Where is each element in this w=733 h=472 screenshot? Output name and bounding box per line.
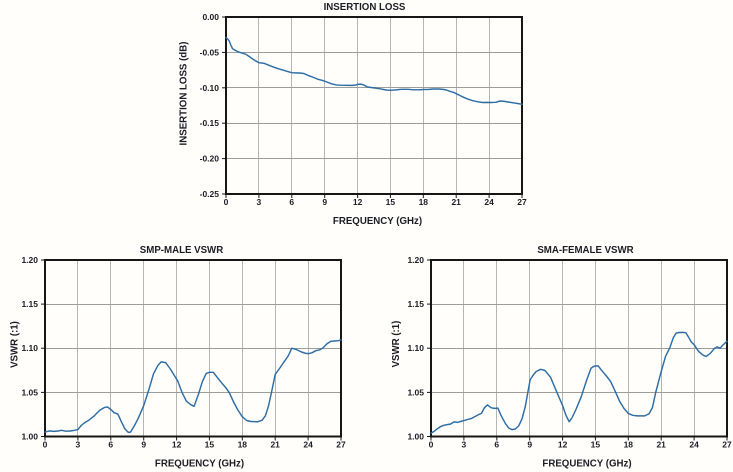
svg-text:12: 12 [172,440,182,450]
svg-text:24: 24 [484,197,494,207]
svg-text:INSERTION LOSS (dB): INSERTION LOSS (dB) [179,42,190,146]
svg-text:9: 9 [527,440,532,450]
svg-text:VSWR (:1): VSWR (:1) [391,321,402,368]
svg-text:12: 12 [353,197,363,207]
svg-text:1.15: 1.15 [21,299,38,309]
svg-text:SMP-MALE VSWR: SMP-MALE VSWR [140,245,223,256]
svg-text:6: 6 [289,197,294,207]
svg-text:21: 21 [451,197,461,207]
svg-text:INSERTION LOSS: INSERTION LOSS [324,2,406,13]
svg-text:27: 27 [722,440,732,450]
svg-text:21: 21 [656,440,666,450]
svg-text:1.00: 1.00 [21,432,38,442]
svg-text:27: 27 [336,440,346,450]
svg-text:27: 27 [517,197,527,207]
svg-text:1.05: 1.05 [21,387,38,397]
svg-text:21: 21 [270,440,280,450]
svg-text:FREQUENCY (GHz): FREQUENCY (GHz) [333,216,422,227]
svg-text:24: 24 [303,440,313,450]
svg-text:-0.25: -0.25 [200,189,220,199]
svg-text:-0.20: -0.20 [200,154,220,164]
svg-text:9: 9 [322,197,327,207]
svg-text:VSWR (:1): VSWR (:1) [10,321,21,368]
svg-text:0.00: 0.00 [202,12,219,22]
svg-text:6: 6 [494,440,499,450]
svg-text:18: 18 [419,197,429,207]
svg-text:3: 3 [76,440,81,450]
svg-text:1.10: 1.10 [407,343,424,353]
svg-text:18: 18 [624,440,634,450]
svg-text:3: 3 [462,440,467,450]
svg-text:15: 15 [205,440,215,450]
svg-text:1.20: 1.20 [407,255,424,265]
svg-text:6: 6 [108,440,113,450]
svg-text:1.20: 1.20 [21,255,38,265]
svg-text:24: 24 [689,440,699,450]
svg-text:9: 9 [141,440,146,450]
svg-text:12: 12 [558,440,568,450]
svg-text:-0.15: -0.15 [200,118,220,128]
svg-text:15: 15 [591,440,601,450]
svg-text:FREQUENCY (GHz): FREQUENCY (GHz) [155,459,244,470]
svg-text:0: 0 [429,440,434,450]
svg-text:1.15: 1.15 [407,299,424,309]
svg-text:0: 0 [43,440,48,450]
svg-text:15: 15 [386,197,396,207]
svg-text:1.10: 1.10 [21,343,38,353]
svg-text:3: 3 [257,197,262,207]
svg-text:-0.05: -0.05 [200,47,220,57]
svg-text:FREQUENCY (GHz): FREQUENCY (GHz) [542,459,631,470]
svg-text:-0.10: -0.10 [200,83,220,93]
svg-text:18: 18 [238,440,248,450]
svg-text:SMA-FEMALE VSWR: SMA-FEMALE VSWR [537,245,633,256]
svg-text:1.00: 1.00 [407,432,424,442]
svg-text:1.05: 1.05 [407,387,424,397]
svg-text:0: 0 [224,197,229,207]
